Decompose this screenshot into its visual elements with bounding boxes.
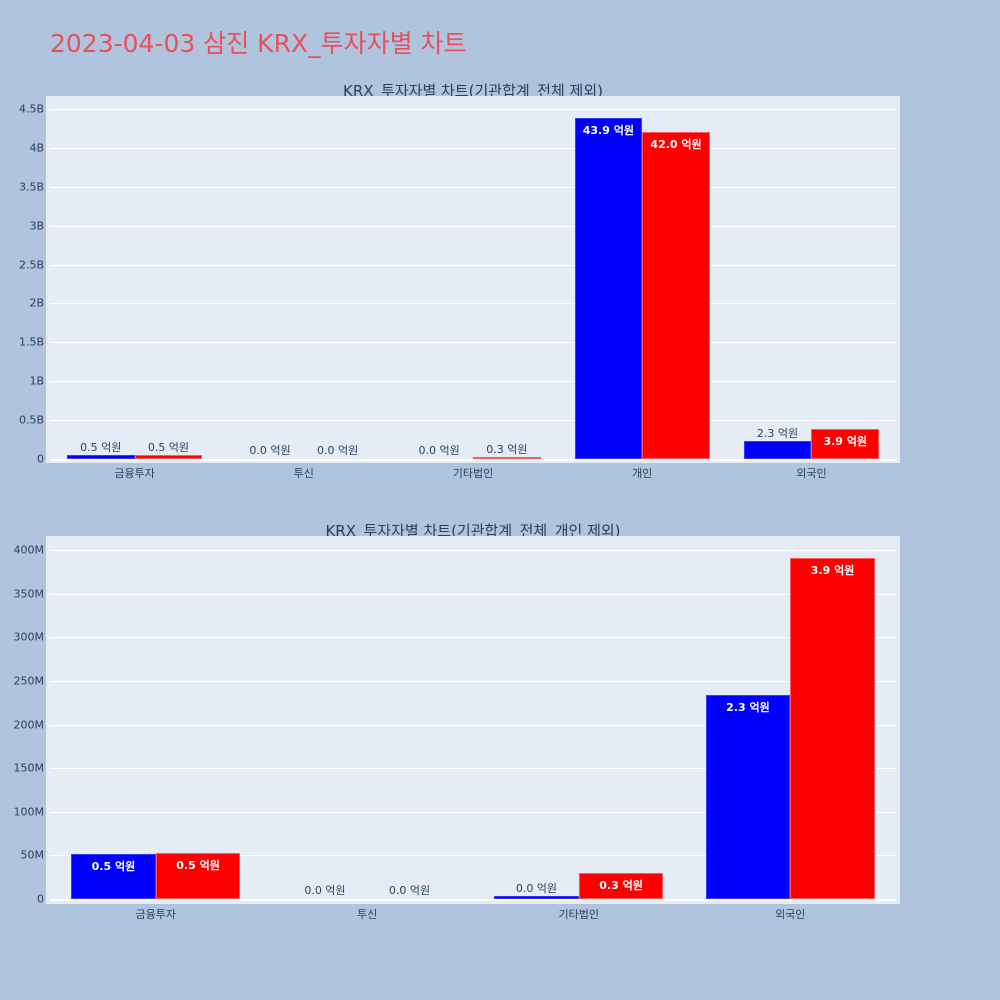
y-tick-label: 1.5B — [18, 335, 44, 349]
gridline — [50, 147, 896, 149]
bar-red[interactable] — [642, 132, 710, 459]
bar-red[interactable] — [367, 898, 452, 899]
chart-2-title: KRX_투자자별 차트(기관합계_전체_개인 제외) — [325, 522, 621, 540]
y-tick-label: 4B — [29, 141, 44, 155]
y-tick-label: 350M — [13, 587, 45, 601]
gridline — [50, 680, 896, 682]
bar-blue[interactable] — [574, 117, 643, 459]
x-tick-label: 외국인 — [796, 467, 827, 480]
bar-red[interactable] — [578, 872, 664, 899]
bar-blue[interactable] — [705, 694, 791, 899]
bar-value-label: 2.3 억원 — [726, 700, 770, 714]
plot-area — [46, 96, 900, 463]
x-tick-label: 기타법인 — [452, 467, 494, 480]
bar-red[interactable] — [811, 428, 880, 459]
bar-value-label: 0.3 억원 — [599, 878, 643, 892]
x-tick-label: 기타법인 — [558, 908, 599, 921]
gridline — [50, 303, 896, 305]
gridline — [50, 420, 896, 422]
bar-blue[interactable] — [66, 455, 135, 459]
bar-red[interactable] — [134, 455, 203, 459]
gridline — [50, 342, 896, 344]
bar-value-label: 0.3 억원 — [486, 442, 528, 456]
x-tick-label: 개인 — [632, 467, 653, 480]
gridline — [50, 225, 896, 227]
y-tick-label: 4.5B — [18, 102, 44, 116]
gridline — [50, 768, 896, 770]
bar-red[interactable] — [790, 557, 875, 899]
bar-value-label: 0.0 억원 — [418, 444, 460, 457]
bar-value-label: 0.0 억원 — [388, 884, 431, 897]
y-tick-label: 1B — [29, 374, 44, 388]
y-tick-label: 150M — [13, 761, 45, 775]
y-tick-label: 3.5B — [18, 180, 44, 194]
gridline — [50, 186, 896, 188]
bar-value-label: 0.5 억원 — [91, 859, 136, 873]
x-tick-label: 투신 — [357, 908, 378, 921]
page-title: 2023-04-03 삼진 KRX_투자자별 차트 — [50, 29, 467, 58]
y-tick-label: 400M — [13, 543, 45, 557]
x-tick-label: 금융투자 — [135, 908, 176, 921]
bar-value-label: 0.5 억원 — [80, 441, 122, 455]
y-tick-label: 2.5B — [18, 258, 44, 272]
gridline — [50, 637, 896, 639]
bar-value-label: 43.9 억원 — [582, 123, 634, 137]
bar-value-label: 0.0 억원 — [249, 444, 291, 457]
bar-value-label: 0.0 억원 — [515, 882, 558, 896]
bar-value-label: 3.9 억원 — [810, 563, 855, 577]
bar-blue[interactable] — [405, 458, 473, 459]
bar-red[interactable] — [155, 852, 241, 899]
bar-value-label: 3.9 억원 — [823, 434, 868, 448]
gridline — [50, 109, 896, 110]
gridline — [50, 855, 896, 857]
y-tick-label: 0 — [37, 452, 44, 466]
bar-value-label: 0.5 억원 — [176, 858, 220, 872]
chart-1-title: KRX_투자자별 차트(기관합계_전체 제외) — [343, 82, 603, 100]
bar-red[interactable] — [473, 456, 541, 459]
gridline — [50, 811, 896, 813]
y-tick-label: 0 — [37, 892, 44, 906]
y-tick-label: 250M — [13, 674, 45, 688]
gridline — [50, 459, 896, 461]
x-tick-label: 금융투자 — [114, 467, 155, 480]
bar-value-label: 0.0 억원 — [304, 884, 346, 897]
bar-blue[interactable] — [283, 898, 368, 899]
bar-blue[interactable] — [71, 853, 156, 899]
x-tick-label: 투신 — [293, 467, 314, 480]
y-tick-label: 2B — [29, 296, 44, 310]
y-tick-label: 3B — [29, 219, 44, 233]
y-tick-label: 200M — [13, 718, 45, 731]
y-tick-label: 100M — [13, 805, 45, 819]
gridline — [50, 550, 896, 551]
bar-value-label: 0.5 억원 — [147, 441, 190, 455]
y-tick-label: 50M — [20, 848, 45, 862]
y-tick-label: 0.5B — [18, 413, 44, 427]
bar-value-label: 0.0 억원 — [317, 444, 359, 457]
gridline — [50, 381, 896, 383]
bar-red[interactable] — [304, 458, 372, 459]
y-tick-label: 300M — [13, 630, 45, 644]
x-tick-label: 외국인 — [775, 908, 806, 921]
bar-blue[interactable] — [236, 458, 304, 459]
gridline — [50, 264, 896, 266]
bar-value-label: 42.0 억원 — [650, 138, 702, 152]
gridline — [50, 724, 896, 726]
bar-value-label: 2.3 억원 — [756, 427, 799, 441]
bar-blue[interactable] — [743, 441, 812, 459]
gridline — [50, 899, 896, 901]
bar-blue[interactable] — [494, 896, 579, 899]
gridline — [50, 593, 896, 595]
